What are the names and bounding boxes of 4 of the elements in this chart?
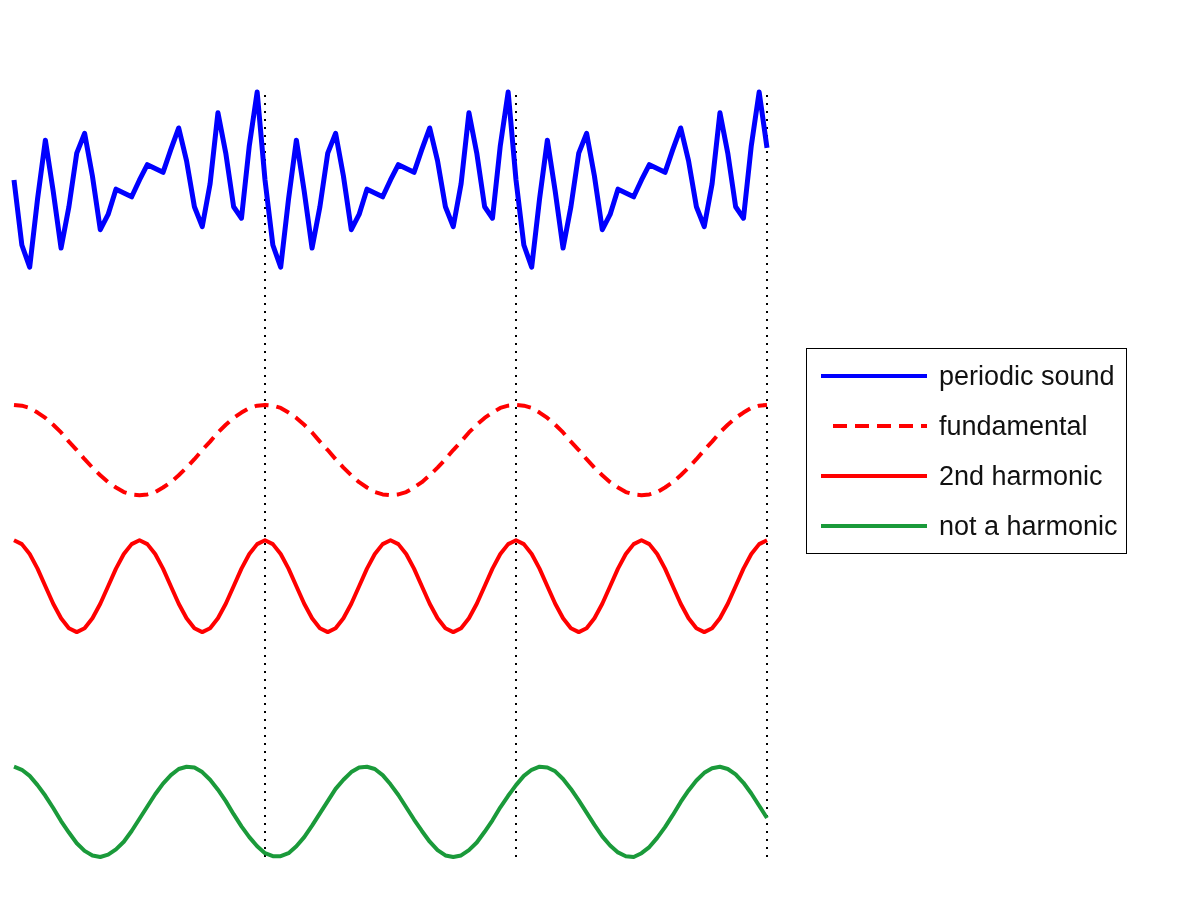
legend-label: periodic sound xyxy=(939,360,1115,392)
legend-label: fundamental xyxy=(939,410,1088,442)
legend-label: 2nd harmonic xyxy=(939,460,1103,492)
legend-label: not a harmonic xyxy=(939,510,1118,542)
